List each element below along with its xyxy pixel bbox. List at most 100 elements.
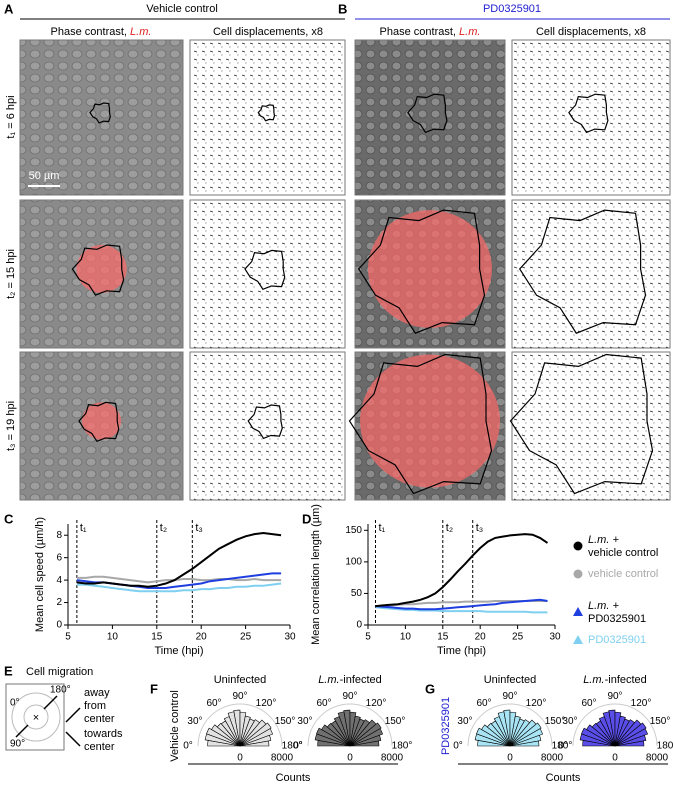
row-label: t₂ = 15 hpi <box>5 249 17 299</box>
angle-label: 0° <box>10 698 20 709</box>
series-line <box>76 582 282 593</box>
polar-wedge <box>349 740 380 747</box>
header-species: L.m. <box>459 26 480 38</box>
polar-wedge <box>239 722 272 747</box>
y-axis-label: Mean cell speed (µm/h) <box>34 517 46 632</box>
polar-wedge <box>509 740 540 747</box>
panel-title: Cell migration <box>26 666 93 678</box>
polar-wedge <box>343 709 351 747</box>
polar-wedge <box>503 709 511 747</box>
displacement-image <box>511 351 671 501</box>
polar-wedge <box>349 728 384 747</box>
x-tick-label: 30 <box>549 632 561 643</box>
compass <box>11 692 61 742</box>
panel-letter: A <box>4 1 14 16</box>
polar-angle: 60° <box>316 698 331 709</box>
polar-wedge <box>586 724 616 747</box>
counts-label: Counts <box>276 772 311 784</box>
series-line <box>375 533 549 608</box>
polar-angle: 120° <box>631 698 652 709</box>
time-marker-label: t₃ <box>195 522 203 534</box>
polar-title-text: -infected <box>605 674 647 686</box>
focus-outline <box>257 104 276 122</box>
series-line <box>76 531 282 588</box>
polar-angle: 150° <box>650 716 671 727</box>
displacement-image <box>189 39 346 196</box>
polar-angle: 90° <box>502 691 517 702</box>
y-tick-label: 4 <box>56 575 62 586</box>
y-tick-label: 100 <box>345 557 362 568</box>
polar-angle: 0° <box>183 741 193 752</box>
counts-tick: 0 <box>237 753 243 764</box>
counts-tick: 8000 <box>381 753 404 764</box>
polar-wedge <box>316 727 351 747</box>
polar-title-species: L.m. <box>318 674 339 686</box>
polar-title-text: -infected <box>340 674 382 686</box>
panel-letter: B <box>338 1 347 16</box>
polar-wedge <box>591 722 616 747</box>
counts-tick: 8000 <box>541 753 564 764</box>
time-marker-label: t₃ <box>476 522 484 534</box>
polar-wedge <box>239 734 272 747</box>
y-tick-label: 50 <box>351 588 363 599</box>
counts-tick: 0 <box>507 753 513 764</box>
arrow <box>65 731 81 747</box>
polar-grid <box>197 703 283 747</box>
polar-grid <box>307 703 393 747</box>
polar-angle: 90° <box>232 691 247 702</box>
focus-outline <box>357 209 486 334</box>
legend-label: PD0325901 <box>588 613 646 625</box>
polar-wedge <box>216 722 241 747</box>
polar-angle: 150° <box>275 716 296 727</box>
x-axis-label: Time (hpi) <box>437 645 486 657</box>
polar-angle: 120° <box>366 698 387 709</box>
polar-title: Uninfected <box>484 674 537 686</box>
polar-angle: 0° <box>558 741 568 752</box>
legend-marker <box>573 635 583 644</box>
counts-tick: 8000 <box>271 753 294 764</box>
focus-outline <box>518 209 647 334</box>
x-tick-label: 30 <box>284 632 296 643</box>
arrow <box>15 724 29 738</box>
displacement-image <box>511 199 671 349</box>
y-tick-label: 0 <box>356 620 362 631</box>
displacement-image <box>189 199 346 349</box>
polar-title: L.m.-infected <box>583 674 647 686</box>
focus-outline <box>89 102 111 124</box>
x-tick-label: 10 <box>107 632 119 643</box>
header-species: L.m. <box>130 26 151 38</box>
series-line <box>76 575 282 584</box>
x-tick-label: 5 <box>65 632 71 643</box>
polar-wedge <box>509 722 542 747</box>
angle-label: 90° <box>10 739 25 750</box>
polar-angle: 120° <box>256 698 277 709</box>
polar-angle: 120° <box>526 698 547 709</box>
displacement-image <box>511 39 671 196</box>
polar-wedge <box>481 724 511 747</box>
x-tick-label: 15 <box>437 632 449 643</box>
x-tick-label: 20 <box>196 632 208 643</box>
focus-outline <box>71 244 125 296</box>
panel-letter: D <box>302 511 311 526</box>
scale-bar-label: 50 µm <box>29 170 60 182</box>
polar-wedge <box>326 722 351 747</box>
polar-angle: 60° <box>476 698 491 709</box>
direction-label: towards <box>84 728 123 740</box>
phase-image <box>354 39 506 196</box>
polar-wedge <box>239 728 274 747</box>
column-header: Phase contrast, L.m. <box>51 26 152 38</box>
polar-title: Uninfected <box>214 674 267 686</box>
focus-outline <box>247 404 283 440</box>
time-marker-label: t₂ <box>446 522 453 534</box>
polar-wedge <box>349 734 382 747</box>
polar-wedge <box>509 734 542 747</box>
polar-angle: 60° <box>206 698 221 709</box>
x-tick-label: 25 <box>240 632 252 643</box>
x-tick-label: 20 <box>475 632 487 643</box>
panel-letter: E <box>4 663 13 678</box>
compass <box>23 704 49 730</box>
y-tick-label: 150 <box>345 525 362 536</box>
x-axis-label: Time (hpi) <box>154 645 203 657</box>
polar-angle: 30° <box>297 716 312 727</box>
phase-image <box>19 39 184 196</box>
